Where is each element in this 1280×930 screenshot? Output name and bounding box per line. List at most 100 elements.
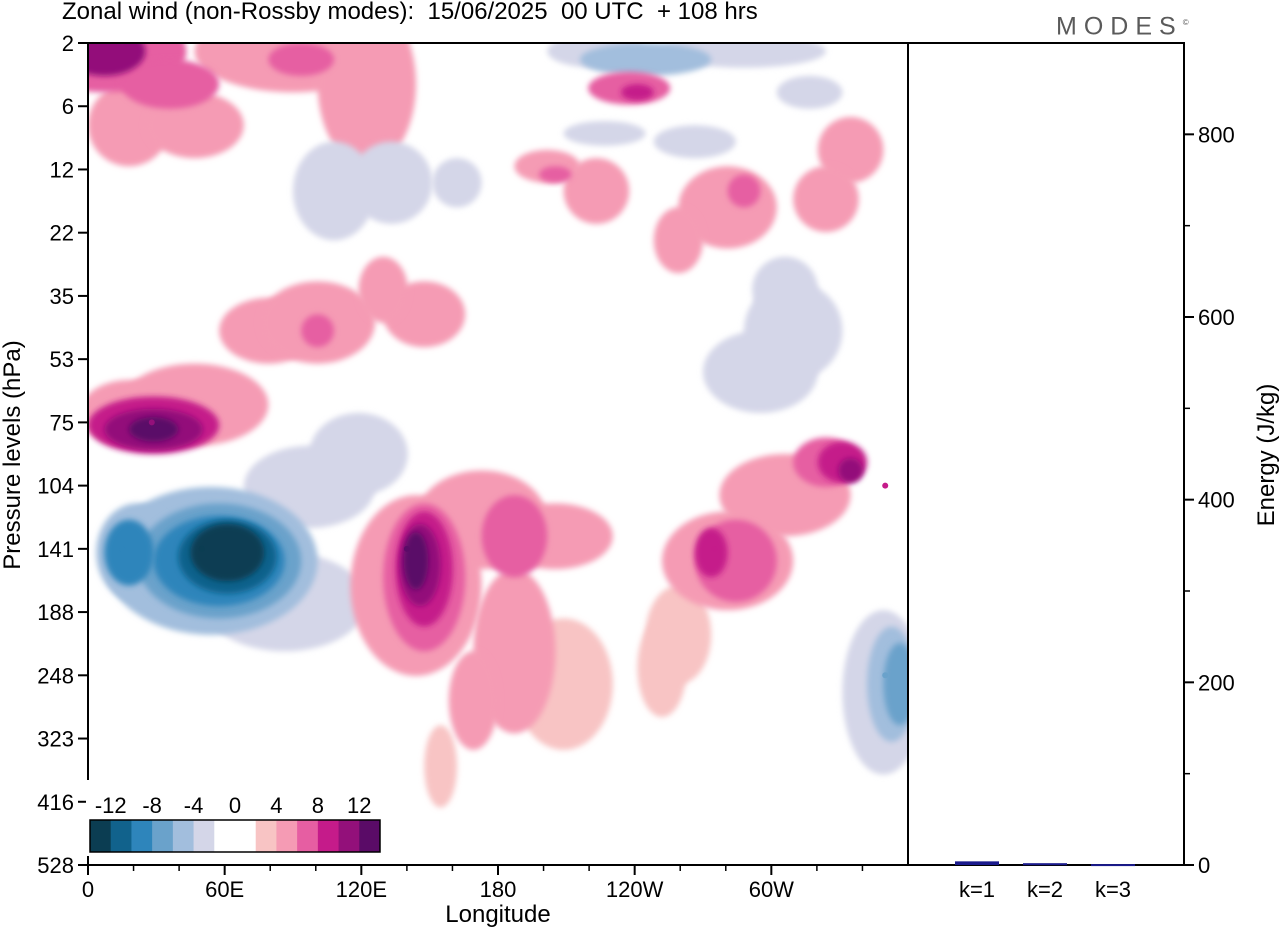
colorbar: -12 -8 -4 0 4 8 12 bbox=[86, 780, 386, 856]
heatmap-contour-40 bbox=[309, 412, 408, 496]
heatmap-contour-51 bbox=[120, 59, 220, 109]
heatmap-feature-1 bbox=[119, 545, 126, 552]
heatmap-contour-9 bbox=[637, 618, 687, 718]
heatmap-contour-18 bbox=[776, 75, 843, 109]
heatmap-contour-35 bbox=[703, 330, 818, 413]
colorbar-label-0: -12 bbox=[95, 793, 127, 818]
x-tick-label-5: 60W bbox=[749, 877, 794, 902]
heatmap-contour-81 bbox=[190, 523, 265, 582]
y-axis: 2 6 12 22 35 53 75 104 141 188 248 323 416 528 bbox=[37, 31, 88, 878]
y-tick-label-0: 2 bbox=[62, 31, 74, 56]
heatmap-contour-72 bbox=[88, 43, 146, 76]
heatmap-feature-6 bbox=[882, 672, 889, 679]
heatmap-contour-46 bbox=[448, 651, 498, 750]
energy-tick-label-1: 200 bbox=[1198, 670, 1235, 695]
energy-bar-1 bbox=[955, 861, 999, 865]
heatmap-contour-23 bbox=[350, 141, 433, 224]
heatmap-contour-17 bbox=[653, 125, 736, 159]
heatmap-contour-5 bbox=[202, 667, 302, 767]
energy-bars: k=1 k=2 k=3 bbox=[955, 861, 1135, 902]
heatmap-contour-36 bbox=[752, 256, 818, 323]
heatmap-contour-57 bbox=[301, 314, 334, 348]
heatmap-contour-28 bbox=[653, 207, 704, 274]
heatmap-contour-69 bbox=[694, 527, 728, 578]
heatmap-contour-65 bbox=[621, 84, 654, 101]
colorbar-label-4: 4 bbox=[270, 793, 282, 818]
y-tick-label-11: 323 bbox=[37, 727, 74, 752]
heatmap-contour-55 bbox=[539, 166, 572, 183]
colorbar-swatch-7 bbox=[235, 820, 257, 852]
colorbar-swatch-1 bbox=[110, 820, 132, 852]
y-tick-label-4: 35 bbox=[50, 284, 74, 309]
colorbar-swatch-0 bbox=[90, 820, 112, 852]
brand-mark: © bbox=[1182, 18, 1189, 27]
x-tick-label-3: 180 bbox=[480, 877, 517, 902]
heatmap-contour-33 bbox=[358, 256, 408, 323]
y-tick-label-8: 141 bbox=[37, 537, 74, 562]
y-tick-label-10: 248 bbox=[37, 663, 74, 688]
colorbar-swatch-9 bbox=[276, 820, 298, 852]
y-tick-label-1: 6 bbox=[62, 94, 74, 119]
colorbar-swatch-8 bbox=[255, 820, 277, 852]
heatmap-contour-13 bbox=[317, 43, 416, 167]
energy-tick-label-2: 400 bbox=[1198, 488, 1235, 513]
heatmap-contour-71 bbox=[883, 643, 908, 726]
brand-logo: MODES© bbox=[1056, 8, 1189, 41]
colorbar-swatch-6 bbox=[214, 820, 236, 852]
energy-axis-title: Energy (J/kg) bbox=[1253, 384, 1280, 527]
colorbar-swatch-5 bbox=[193, 820, 215, 852]
energy-bar-3 bbox=[1091, 864, 1135, 867]
energy-tick-label-4: 800 bbox=[1198, 122, 1235, 147]
energy-bar-label-2: k=2 bbox=[1027, 877, 1063, 902]
heatmap-contour-10 bbox=[457, 791, 507, 857]
energy-frame bbox=[907, 42, 1185, 866]
heatmap-contour-52 bbox=[268, 43, 335, 76]
heatmap-contour-21 bbox=[145, 92, 244, 159]
colorbar-swatch-12 bbox=[338, 820, 360, 852]
y-tick-label-12: 416 bbox=[37, 790, 74, 815]
heatmap-contour-1 bbox=[145, 158, 228, 191]
heatmap-contour-26 bbox=[563, 158, 630, 224]
y-tick-label-5: 53 bbox=[50, 347, 74, 372]
y-tick-label-13: 528 bbox=[37, 853, 74, 878]
heatmap-contour-29 bbox=[793, 166, 859, 233]
y-tick-label-2: 12 bbox=[50, 157, 74, 182]
heatmap-feature-4 bbox=[711, 545, 718, 552]
heatmap-contour-56 bbox=[727, 174, 761, 208]
heatmap-contour-16 bbox=[563, 121, 646, 146]
y-tick-label-7: 104 bbox=[37, 474, 74, 499]
energy-axis: 0 200 400 600 800 bbox=[1184, 122, 1235, 878]
energy-tick-label-0: 0 bbox=[1198, 853, 1210, 878]
heatmap-feature-3 bbox=[403, 545, 410, 552]
x-tick-label-2: 120E bbox=[336, 877, 387, 902]
colorbar-swatch-2 bbox=[131, 820, 153, 852]
colorbar-swatch-11 bbox=[317, 820, 340, 852]
colorbar-label-3: 0 bbox=[229, 793, 241, 818]
x-axis-title: Longitude bbox=[445, 901, 550, 928]
heatmap-contour-61 bbox=[481, 495, 548, 578]
heatmap-contour-75 bbox=[104, 519, 154, 586]
chart-title: Zonal wind (non-Rossby modes): 15/06/202… bbox=[62, 0, 758, 25]
y-tick-label-3: 22 bbox=[50, 221, 74, 246]
energy-bar-label-1: k=1 bbox=[959, 877, 995, 902]
colorbar-label-2: -4 bbox=[184, 793, 204, 818]
y-tick-label-6: 75 bbox=[50, 410, 74, 435]
x-tick-label-1: 60E bbox=[205, 877, 244, 902]
energy-bar-label-3: k=3 bbox=[1095, 877, 1131, 902]
y-tick-label-9: 188 bbox=[37, 600, 74, 625]
colorbar-label-5: 8 bbox=[312, 793, 324, 818]
heatmap-contour-11 bbox=[735, 774, 785, 865]
heatmap-contour-77 bbox=[838, 458, 863, 483]
heatmap-contour-78 bbox=[129, 417, 179, 442]
heatmap-contour-80 bbox=[403, 532, 429, 590]
colorbar-swatch-3 bbox=[152, 820, 174, 852]
heatmap-contour-19 bbox=[817, 116, 884, 183]
heatmap-contour-24 bbox=[432, 158, 482, 208]
x-tick-label-4: 120W bbox=[606, 877, 664, 902]
colorbar-swatch-4 bbox=[172, 820, 195, 852]
colorbar-label-1: -8 bbox=[142, 793, 162, 818]
brand-name: MODES bbox=[1056, 12, 1183, 41]
colorbar-label-6: 12 bbox=[347, 793, 371, 818]
heatmap-contour-53 bbox=[580, 43, 712, 76]
heatmap-contour-3 bbox=[547, 355, 613, 389]
